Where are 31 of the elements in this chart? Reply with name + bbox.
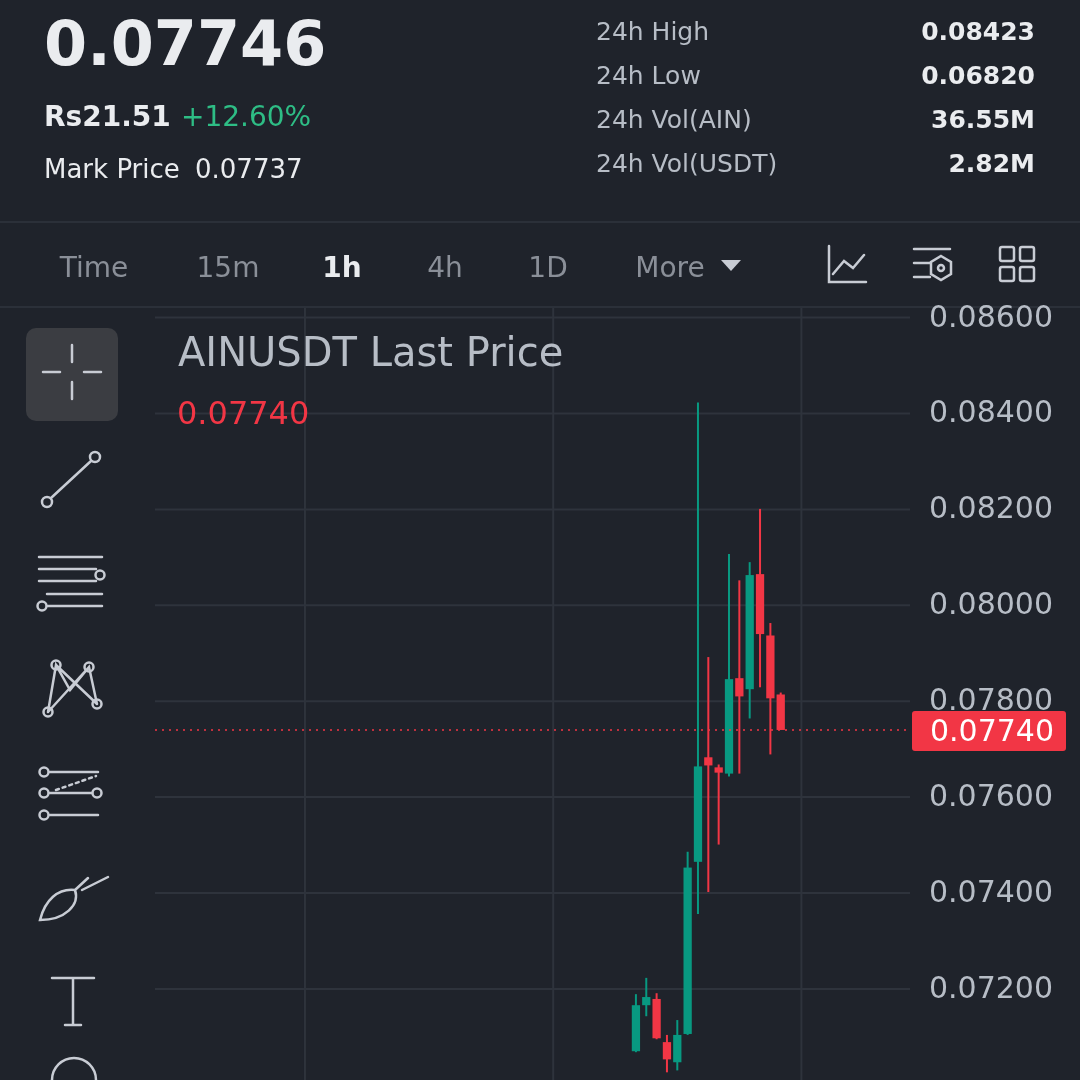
text: 0.08423 <box>921 17 1035 46</box>
y-tick-label: 0.07400 <box>928 873 1054 909</box>
text: 36.55M <box>931 105 1035 134</box>
y-tick-label: 0.07600 <box>928 778 1054 814</box>
y-tick-label: 0.07200 <box>928 969 1054 1005</box>
y-tick-label: 0.08400 <box>928 394 1054 430</box>
text: 1D <box>528 251 568 284</box>
text: 24h High <box>596 17 710 46</box>
candlestick <box>662 1033 672 1074</box>
text: 2.82M <box>948 149 1035 178</box>
candlestick <box>642 976 651 1018</box>
annotation: 0.07740 <box>177 394 310 432</box>
y-tick-label: 0.08600 <box>928 298 1054 334</box>
candlestick <box>714 763 723 846</box>
text: 0.06820 <box>921 61 1035 90</box>
text: 15m <box>196 251 260 284</box>
text: 24h Vol(USDT) <box>596 149 778 178</box>
text: +12.60% <box>181 100 312 133</box>
text: Rs21.51 <box>44 100 171 133</box>
y-tick-label: 0.08200 <box>928 490 1054 526</box>
y-tick-label: 0.08000 <box>928 586 1054 622</box>
text: AINUSDT Last Price <box>178 329 564 375</box>
text: More <box>635 251 705 284</box>
text: 24h Low <box>596 61 701 90</box>
text: Mark Price <box>44 154 180 184</box>
text: 0.07737 <box>195 154 303 184</box>
text: 24h Vol(AIN) <box>596 105 752 134</box>
text: 1h <box>322 251 362 284</box>
text: 0.07746 <box>44 7 327 80</box>
text: Time <box>58 251 129 284</box>
text: 4h <box>427 251 463 284</box>
